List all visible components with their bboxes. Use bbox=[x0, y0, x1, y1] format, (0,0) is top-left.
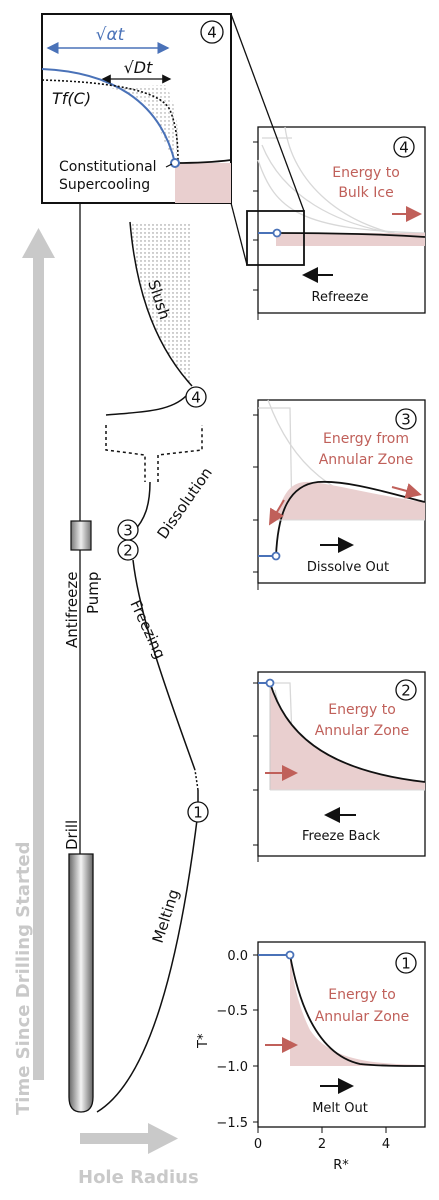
zoom-line-bottom bbox=[230, 202, 248, 266]
panel-3-motion: Dissolve Out bbox=[307, 560, 389, 575]
panel-4-motion: Refreeze bbox=[312, 290, 369, 305]
panel-4-energy-line2: Bulk Ice bbox=[338, 185, 393, 201]
panel-1-energy-line1: Energy to bbox=[328, 987, 396, 1003]
antifreeze-pump bbox=[70, 520, 92, 551]
panel-1-number: 1 bbox=[401, 955, 411, 973]
panel-2-energy-line2: Annular Zone bbox=[315, 723, 410, 739]
panel-2-motion: Freeze Back bbox=[302, 829, 381, 844]
panel-3: 3 Energy from Annular Zone Dissolve Out bbox=[253, 399, 426, 590]
panel-1-energy-line2: Annular Zone bbox=[315, 1009, 410, 1025]
phase-dissolution: Dissolution bbox=[154, 464, 216, 542]
drill bbox=[68, 853, 94, 1113]
panel-4: 4 Energy to Bulk Ice Refreeze bbox=[246, 126, 426, 320]
marker-4: 4 bbox=[185, 386, 207, 408]
panel-1-y-label: T* bbox=[196, 1033, 211, 1049]
panel-1-y-tick-2: −1.0 bbox=[216, 1060, 248, 1075]
transition-dots bbox=[194, 769, 199, 791]
marker-2: 2 bbox=[117, 539, 139, 561]
melting-curve bbox=[96, 811, 199, 1113]
panel-1-x-tick-0: 0 bbox=[254, 1137, 262, 1152]
panel-1-x-tick-1: 2 bbox=[318, 1137, 326, 1152]
slush-curve bbox=[129, 221, 193, 387]
svg-text:4: 4 bbox=[191, 389, 201, 407]
svg-text:2: 2 bbox=[123, 542, 133, 560]
panel-3-energy-line1: Energy from bbox=[323, 431, 409, 447]
inset-number: 4 bbox=[207, 24, 217, 42]
panel-1-y-tick-0: 0.0 bbox=[227, 949, 248, 964]
panel-1-y-tick-3: −1.5 bbox=[216, 1116, 248, 1131]
panel-4-energy-line1: Energy to bbox=[332, 165, 400, 181]
panel-1-x-tick-2: 4 bbox=[382, 1137, 390, 1152]
phase-freezing: Freezing bbox=[126, 597, 169, 662]
inset-note-line2: Supercooling bbox=[59, 177, 150, 193]
refreeze-curve bbox=[105, 395, 187, 416]
pump-label-1: Antifreeze bbox=[63, 572, 81, 649]
pump-label-2: Pump bbox=[84, 572, 102, 614]
dissolution-bracket bbox=[105, 425, 203, 482]
panel-3-number: 3 bbox=[401, 411, 411, 429]
marker-1: 1 bbox=[187, 801, 209, 823]
svg-text:3: 3 bbox=[123, 522, 133, 540]
inset-sqrt-at: √αt bbox=[96, 25, 126, 45]
marker-3: 3 bbox=[117, 519, 139, 541]
time-axis-arrow bbox=[22, 228, 55, 1080]
panel-1: 1 Energy to Annular Zone Melt Out 0.0 −0… bbox=[196, 941, 426, 1173]
panel-1-y-tick-1: −0.5 bbox=[216, 1004, 248, 1019]
inset-tf: Tf(C) bbox=[52, 89, 91, 108]
panel-2-energy-line1: Energy to bbox=[328, 702, 396, 718]
inset-zoom: √αt √Dt Tf(C) Constitutional Supercoolin… bbox=[41, 13, 232, 204]
inset-note-line1: Constitutional bbox=[59, 159, 157, 175]
panel-2-number: 2 bbox=[401, 682, 411, 700]
panel-1-x-label: R* bbox=[333, 1158, 349, 1173]
panel-2: 2 Energy to Annular Zone Freeze Back bbox=[253, 671, 426, 862]
svg-text:1: 1 bbox=[193, 804, 203, 822]
time-axis-label: Time Since Drilling Started bbox=[13, 841, 34, 1115]
panel-3-energy-line2: Annular Zone bbox=[319, 452, 414, 468]
panel-4-number: 4 bbox=[399, 139, 409, 157]
slush-region bbox=[130, 222, 192, 386]
drill-label: Drill bbox=[63, 820, 81, 850]
inset-sqrt-dt: √Dt bbox=[124, 58, 154, 77]
zoom-line-top bbox=[230, 13, 305, 212]
radius-axis-arrow bbox=[80, 1123, 178, 1154]
radius-axis-label: Hole Radius bbox=[78, 1167, 199, 1188]
panel-1-motion: Melt Out bbox=[312, 1101, 368, 1116]
